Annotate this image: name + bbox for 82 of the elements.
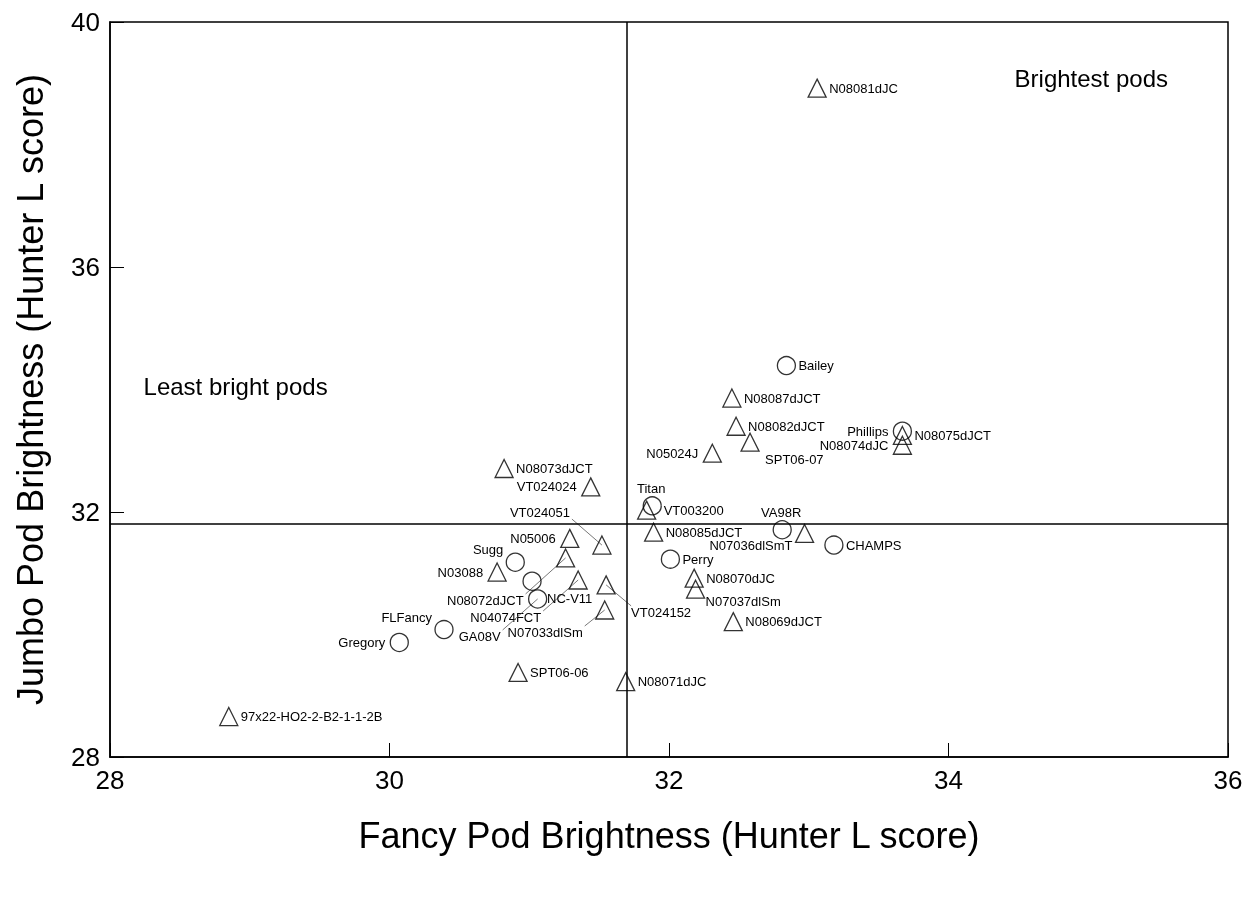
point [660,549,681,569]
point [776,355,797,376]
annotation: N05024J [646,445,699,461]
point [722,388,742,408]
annotation: N08070dJC [706,570,775,586]
point [685,579,706,599]
point [219,706,239,727]
annotation: NC-V11 [547,591,593,607]
point [892,435,913,455]
point [616,672,636,692]
y-tick-label: 36 [71,252,100,282]
annotation: 97x22-HO2-2-B2-1-1-2B [240,709,383,725]
annotation: GA08V [458,628,501,644]
annotation: CHAMPS [845,537,902,553]
point [508,662,528,683]
point [389,632,409,653]
annotation: N03088 [437,564,484,580]
y-tick-label: 40 [71,7,100,37]
point [794,523,815,544]
annotation: VT003200 [663,502,724,518]
annotation: N08071dJC [637,674,707,690]
annotation: SPT06-07 [765,452,824,468]
annotation: N08072dJCT [446,592,524,608]
x-axis-title: Fancy Pod Brightness (Hunter L score) [358,814,980,856]
annotation: VA98R [761,504,802,520]
point [740,432,760,452]
point [824,535,844,555]
annotation: N08073dJCT [516,461,593,477]
annotation: N07036dlSmT [709,538,793,554]
point [596,575,616,595]
annotation: Sugg [472,542,504,558]
annotation: N07033dlSm [507,625,583,640]
point [568,570,588,590]
point [555,548,576,568]
annotation: Perry [682,551,714,567]
point [528,589,548,609]
annotation: N05006 [510,530,556,546]
point [726,416,746,436]
annotation: Brightest pods [1014,64,1168,92]
x-tick-label: 34 [934,765,963,795]
point [434,619,454,640]
annotation: VT024024 [516,479,577,495]
point [643,522,664,542]
annotation: Gregory [338,634,386,650]
point [494,458,514,479]
annotation: N08081dJC [829,80,898,96]
point [723,611,743,632]
annotation: Titan [637,480,666,496]
annotation: N04074FCT [470,609,542,625]
annotation: N08075dJCT [914,427,992,443]
point [892,421,913,441]
annotation: N08085dJCT [665,524,743,540]
annotation: N08082dJCT [748,418,825,434]
annotation: VT024051 [509,505,570,521]
annotation: SPT06-06 [530,664,589,680]
point [702,443,722,463]
annotation: VT024152 [631,604,692,620]
annotation: N08069dJCT [745,614,822,630]
annotation: Least bright pods [143,373,328,401]
point [592,535,612,555]
annotation: Phillips [847,423,889,439]
point [595,600,615,620]
annotation: N07037dlSm [705,594,781,610]
annotation: N08087dJCT [743,390,821,406]
point [684,568,704,588]
point [772,520,792,540]
point [892,425,913,446]
x-tick-label: 32 [654,765,684,795]
x-tick-label: 30 [375,765,404,795]
y-axis-title: Jumbo Pod Brightness (Hunter L score) [9,74,51,705]
annotation: FLFancy [381,609,433,625]
point [522,571,542,591]
point [487,562,507,582]
point [642,496,662,516]
x-tick-label: 36 [1213,765,1243,795]
point [807,78,827,98]
y-tick-label: 32 [71,497,100,527]
point [505,552,525,572]
point [636,500,657,520]
point [560,528,580,548]
annotation: Bailey [798,358,835,374]
point [581,477,601,497]
